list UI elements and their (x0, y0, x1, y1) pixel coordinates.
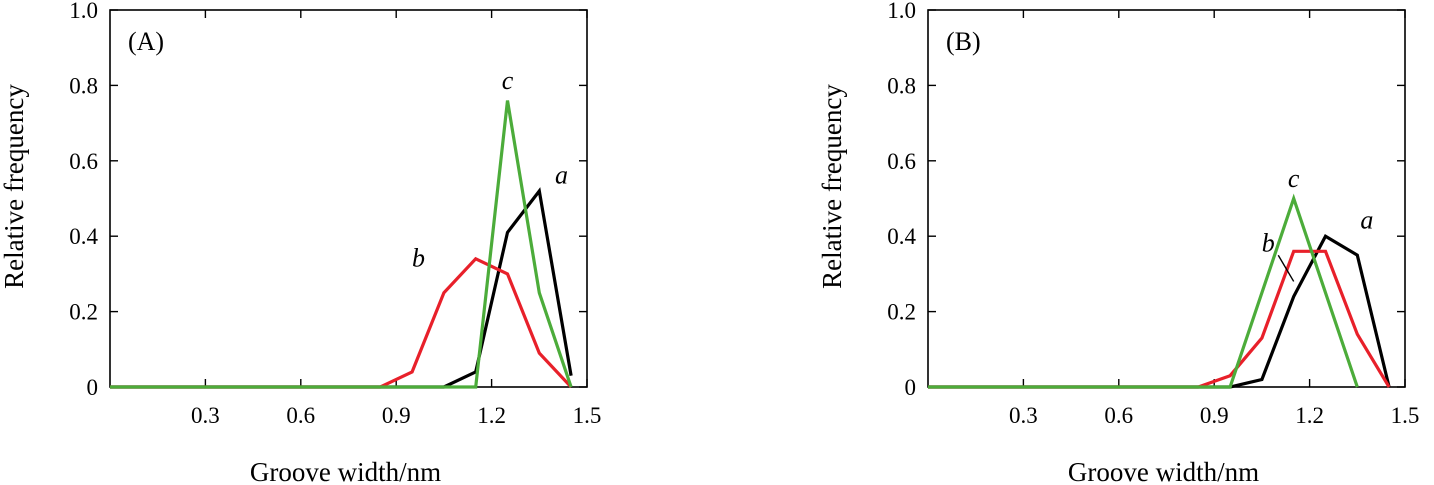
y-tick-label: 0.6 (887, 149, 916, 174)
series-b-label: b (1262, 228, 1275, 257)
y-tick-label: 0.4 (887, 224, 916, 249)
y-tick-label: 0 (905, 375, 917, 400)
series-b-label: b (412, 243, 425, 272)
y-tick-label: 1.0 (887, 0, 916, 23)
y-tick-label: 0.8 (69, 73, 98, 98)
series-a-line (928, 233, 1391, 389)
series-a-line (110, 187, 573, 389)
x-tick-label: 0.9 (382, 403, 411, 428)
series-c-label: c (502, 66, 514, 95)
y-tick-label: 0.8 (887, 73, 916, 98)
x-tick-label: 0.3 (191, 403, 220, 428)
y-tick-label: 0.4 (69, 224, 98, 249)
series-c-line (928, 193, 1359, 389)
x-tick-label: 1.2 (477, 403, 506, 428)
y-tick-label: 0.6 (69, 149, 98, 174)
x-axis-title: Groove width/nm (1068, 457, 1259, 485)
y-axis-title: Relative frequency (817, 84, 847, 289)
series-c-line (110, 100, 573, 389)
y-axis-title: Relative frequency (0, 84, 29, 289)
x-tick-label: 1.2 (1295, 403, 1324, 428)
series-b-pointer (1277, 254, 1295, 282)
panel-label: (B) (946, 27, 981, 56)
y-tick-label: 0.2 (69, 300, 98, 325)
panel-b-chart: 0.3 0.6 0.9 1.2 1.5 0 0.2 0.4 0.6 0.8 1.0 Groove wi… (817, 0, 1419, 485)
x-tick-label: 1.5 (1391, 403, 1420, 428)
y-tick-label: 0 (87, 375, 99, 400)
plot-frame (927, 9, 1406, 388)
x-tick-label: 0.9 (1200, 403, 1229, 428)
y-tick-label: 0.2 (887, 300, 916, 325)
series-c-label: c (1288, 164, 1300, 193)
x-tick-label: 0.6 (1104, 403, 1133, 428)
panel-a-chart: 0.3 0.6 0.9 1.2 1.5 0 0.2 0.4 0.6 0.8 1.0 Groove wi… (0, 0, 601, 485)
x-axis-title: Groove width/nm (250, 457, 441, 485)
series-a-label: a (555, 160, 568, 189)
series-b-line (928, 249, 1391, 389)
x-tick-label: 1.5 (573, 403, 602, 428)
panel-label: (A) (128, 27, 164, 56)
x-tick-label: 0.6 (286, 403, 315, 428)
y-tick-label: 1.0 (69, 0, 98, 23)
series-b-line (110, 256, 573, 389)
plot-frame (109, 9, 588, 388)
x-tick-label: 0.3 (1009, 403, 1038, 428)
series-a-label: a (1360, 206, 1373, 235)
